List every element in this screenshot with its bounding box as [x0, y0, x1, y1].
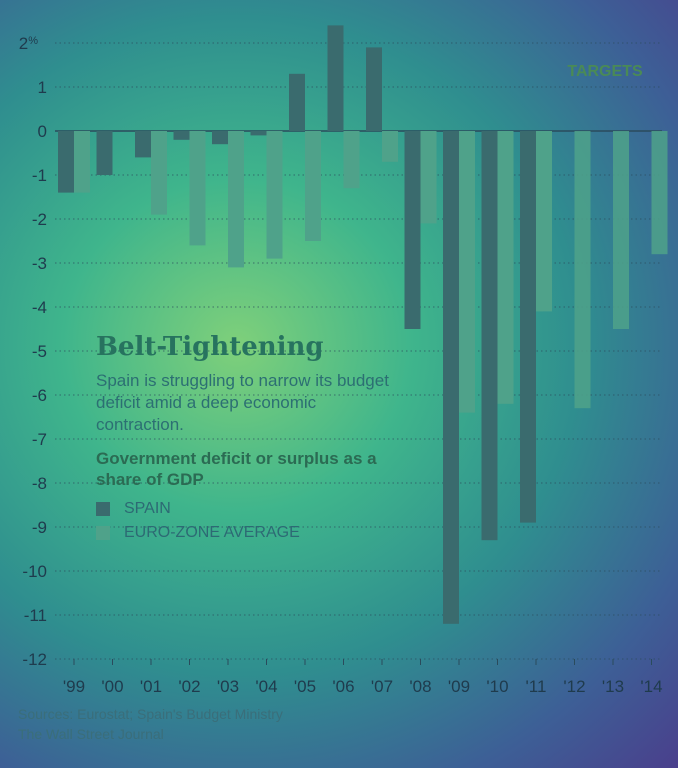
y-tick-label: -1 — [32, 166, 47, 185]
x-tick-label: '12 — [563, 677, 585, 696]
x-tick-label: '06 — [332, 677, 354, 696]
chart-title: Belt-Tightening — [96, 332, 324, 362]
bar-spain — [327, 25, 344, 131]
x-axis-ticks: '99 '00 '01 '02 '03 '04 '05 '06 '07 '08 '09 '10 '11 '… — [63, 659, 663, 696]
y-tick-label: -7 — [32, 430, 47, 449]
x-tick-label: '14 — [640, 677, 662, 696]
bar-euro — [574, 131, 591, 409]
y-tick-label: -4 — [32, 298, 47, 317]
bar-spain — [289, 73, 305, 131]
bar-euro — [382, 131, 398, 162]
targets-label: TARGETS — [567, 63, 643, 80]
bars — [58, 25, 668, 624]
bar-euro — [420, 131, 437, 224]
y-tick-label: 2% — [19, 34, 38, 53]
x-tick-label: '05 — [294, 677, 316, 696]
y-tick-label: -8 — [32, 474, 47, 493]
x-tick-label: '09 — [448, 677, 470, 696]
x-tick-label: '07 — [371, 677, 393, 696]
bar-spain — [366, 47, 382, 131]
bar-spain — [212, 131, 228, 145]
publisher-credit: The Wall Street Journal — [18, 726, 164, 742]
chart-info-box: Belt-Tightening Spain is struggling to n… — [96, 332, 396, 548]
bar-chart: 2% 1 0 -1 -2 -3 -4 -5 -6 -7 -8 -9 -10 -11 -12 '99 '00 '0… — [19, 25, 668, 696]
legend-label-spain: SPAIN — [124, 500, 171, 517]
bar-euro — [536, 131, 552, 312]
bar-euro — [228, 131, 244, 268]
x-tick-label: '13 — [602, 677, 624, 696]
bar-euro — [74, 131, 90, 193]
bar-spain — [173, 131, 190, 140]
y-tick-label: -6 — [32, 386, 47, 405]
bar-euro — [343, 131, 360, 189]
y-tick-label: -10 — [22, 562, 47, 581]
bar-spain — [96, 131, 113, 175]
bar-euro — [651, 131, 668, 255]
legend-swatch-spain — [96, 502, 110, 516]
x-tick-label: '99 — [63, 677, 85, 696]
legend-label-euro: EURO-ZONE AVERAGE — [124, 524, 300, 541]
y-tick-label: -3 — [32, 254, 47, 273]
y-tick-label: -11 — [24, 606, 47, 625]
bar-euro — [151, 131, 167, 215]
bar-euro — [459, 131, 475, 413]
x-tick-label: '08 — [409, 677, 431, 696]
y-tick-label: 0 — [38, 122, 47, 141]
bar-euro — [305, 131, 321, 241]
bar-spain — [481, 131, 498, 541]
bar-spain — [250, 131, 267, 136]
y-tick-label: 1 — [38, 78, 47, 97]
bar-spain — [135, 131, 151, 158]
bar-spain — [404, 131, 421, 329]
chart-footer: Sources: Eurostat; Spain's Budget Minist… — [18, 704, 283, 744]
bar-euro — [497, 131, 514, 404]
x-tick-label: '02 — [178, 677, 200, 696]
y-tick-label: -12 — [22, 650, 47, 669]
legend-swatch-euro — [96, 526, 110, 540]
bar-euro — [189, 131, 206, 246]
y-tick-label: -5 — [32, 342, 47, 361]
bar-spain — [58, 131, 74, 193]
chart-subtitle: Spain is struggling to narrow its budget… — [96, 371, 389, 434]
bar-spain — [520, 131, 536, 523]
x-tick-label: '03 — [217, 677, 239, 696]
x-tick-label: '00 — [101, 677, 123, 696]
y-tick-label: -9 — [32, 518, 47, 537]
x-tick-label: '11 — [526, 677, 547, 696]
x-tick-label: '01 — [140, 677, 162, 696]
bar-euro — [266, 131, 283, 259]
y-tick-label: -2 — [32, 210, 47, 229]
x-tick-label: '04 — [255, 677, 277, 696]
legend-item-spain: SPAIN — [96, 500, 396, 518]
bar-spain — [443, 131, 459, 624]
bar-euro — [613, 131, 629, 329]
source-note: Sources: Eurostat; Spain's Budget Minist… — [18, 706, 283, 722]
x-tick-label: '10 — [486, 677, 508, 696]
legend-item-euro: EURO-ZONE AVERAGE — [96, 524, 396, 542]
y-axis-ticks: 2% 1 0 -1 -2 -3 -4 -5 -6 -7 -8 -9 -10 -11 -12 — [19, 34, 47, 669]
chart-measure-label: Government deficit or surplus as a share… — [96, 449, 377, 489]
